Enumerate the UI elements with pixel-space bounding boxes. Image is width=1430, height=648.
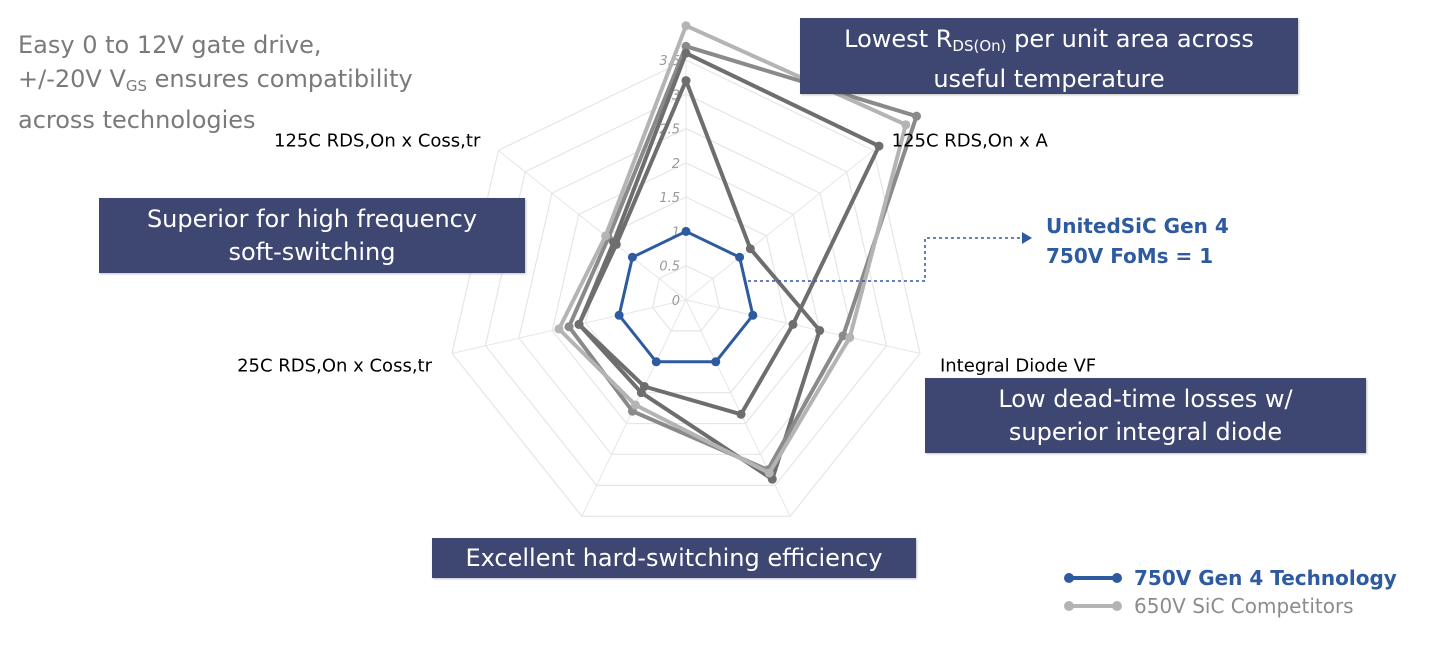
tick-label: 1 xyxy=(672,225,680,240)
data-point xyxy=(845,332,855,342)
series-competitor xyxy=(574,48,884,419)
data-point xyxy=(912,111,922,121)
radar-series xyxy=(554,21,922,484)
series-line xyxy=(577,51,882,417)
grid-ring xyxy=(518,127,854,456)
data-point xyxy=(681,48,691,58)
series-competitor xyxy=(574,76,825,484)
callout-high-frequency-line2: soft-switching xyxy=(228,238,396,266)
data-point xyxy=(901,120,911,130)
legend-marker-competitors xyxy=(1112,601,1122,611)
note-line2: +/-20V VGS ensures compatibility xyxy=(18,62,413,103)
note-line2-post: ensures compatibility xyxy=(147,65,413,93)
data-point xyxy=(788,319,798,329)
grid-spoke xyxy=(685,299,921,354)
axis-label: 25C RDS,On x Coss,tr xyxy=(237,355,432,376)
data-point xyxy=(745,244,755,254)
data-point xyxy=(735,252,745,262)
data-point xyxy=(609,237,619,247)
series-line xyxy=(556,23,908,475)
data-point xyxy=(764,468,774,478)
series-competitor xyxy=(554,21,911,478)
note-line2-sub: GS xyxy=(125,77,148,95)
legend: 750V Gen 4 Technology 650V SiC Competito… xyxy=(1064,566,1397,618)
legend-marker-gen4 xyxy=(1112,573,1122,583)
tick-label: 3 xyxy=(672,88,680,103)
data-point xyxy=(614,310,624,320)
series-line xyxy=(577,78,822,482)
callout-dead-time-line1: Low dead-time losses w/ xyxy=(998,385,1293,413)
axis-label: Integral Diode VF xyxy=(940,355,1096,376)
data-point xyxy=(627,252,637,262)
grid-ring xyxy=(651,265,721,332)
legend-marker-gen4 xyxy=(1064,573,1074,583)
data-point xyxy=(564,322,574,332)
callout-lowest-post: per unit area across xyxy=(1006,25,1254,53)
data-point xyxy=(681,226,691,236)
data-point xyxy=(815,326,825,336)
arrowhead-icon xyxy=(1022,232,1032,244)
data-point xyxy=(554,324,564,334)
legend-label-gen4: 750V Gen 4 Technology xyxy=(1134,566,1397,590)
data-point xyxy=(711,357,721,367)
data-point xyxy=(748,310,758,320)
gate-drive-note: Easy 0 to 12V gate drive, +/-20V VGS ens… xyxy=(18,28,413,137)
data-point xyxy=(736,409,746,419)
data-point xyxy=(601,231,611,241)
gen4-annotation: UnitedSiC Gen 4 750V FoMs = 1 xyxy=(748,214,1229,282)
tick-label: 0 xyxy=(672,294,680,309)
note-line3: across technologies xyxy=(18,106,256,134)
data-point xyxy=(630,400,640,410)
callout-hard-switching: Excellent hard-switching efficiency xyxy=(432,538,916,578)
callout-lowest-line2: useful temperature xyxy=(933,65,1165,93)
legend-label-competitors: 650V SiC Competitors xyxy=(1134,594,1354,618)
note-line1: Easy 0 to 12V gate drive, xyxy=(18,31,322,59)
series-gen4 xyxy=(614,226,758,367)
callout-lowest-pre: Lowest R xyxy=(844,25,953,53)
annotation-line1: UnitedSiC Gen 4 xyxy=(1046,214,1229,238)
callout-lowest-line1: Lowest RDS(On) per unit area across xyxy=(800,23,1298,63)
tick-label: 1.5 xyxy=(659,191,680,206)
data-point xyxy=(639,381,649,391)
data-point xyxy=(574,319,584,329)
series-line xyxy=(617,229,755,364)
callout-dead-time-line2: superior integral diode xyxy=(1008,418,1283,446)
grid-spoke xyxy=(498,149,687,301)
callout-high-frequency-line1: Superior for high frequency xyxy=(146,205,478,233)
callout-lowest-sub: DS(On) xyxy=(952,37,1007,55)
data-point xyxy=(681,41,691,51)
callout-lowest-rds: Lowest RDS(On) per unit area across usef… xyxy=(800,18,1298,94)
callout-hard-switching-text: Excellent hard-switching efficiency xyxy=(465,544,883,572)
callout-dead-time: Low dead-time losses w/ superior integra… xyxy=(925,378,1366,453)
radar-grid xyxy=(451,59,921,517)
data-point xyxy=(681,21,691,31)
axis-label: 125C RDS,On x Coss,tr xyxy=(274,130,481,151)
grid-spoke xyxy=(685,149,874,301)
axis-label: 125C RDS,On x A xyxy=(892,130,1049,151)
data-point xyxy=(874,141,884,151)
tick-label: 0.5 xyxy=(659,260,680,275)
annotation-connector xyxy=(748,237,1022,282)
data-point xyxy=(651,357,661,367)
legend-marker-competitors xyxy=(1064,601,1074,611)
note-line2-pre: +/-20V V xyxy=(18,65,126,93)
data-point xyxy=(681,76,691,86)
callout-high-frequency: Superior for high frequency soft-switchi… xyxy=(99,198,525,273)
tick-label: 2 xyxy=(672,157,680,172)
series-line xyxy=(567,44,919,472)
annotation-line2: 750V FoMs = 1 xyxy=(1046,244,1213,268)
grid-ring xyxy=(451,59,921,517)
